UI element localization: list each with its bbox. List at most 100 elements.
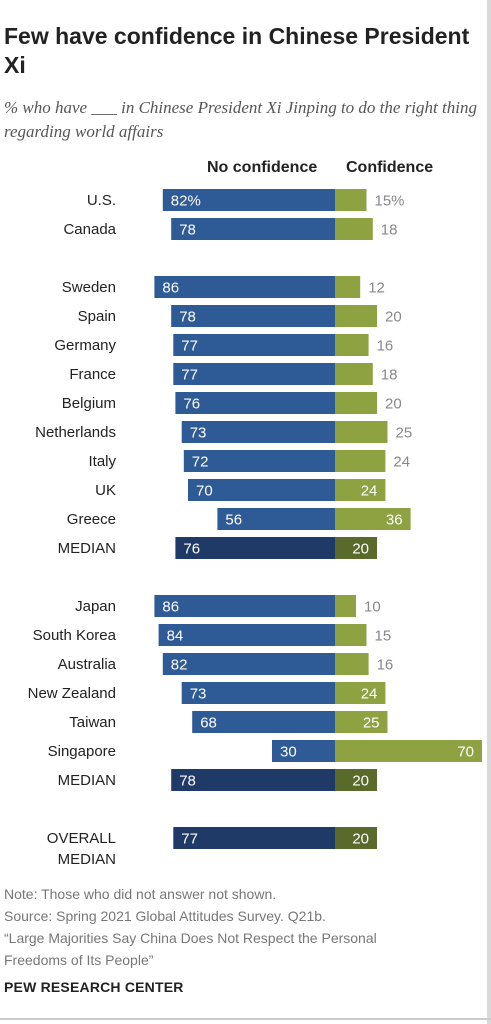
bar-no-confidence [171, 218, 335, 240]
value-label-no-confidence: 77 [181, 831, 198, 848]
row-label-line: MEDIAN [58, 851, 116, 868]
value-label-confidence: 10 [364, 599, 381, 616]
value-label-confidence: 18 [381, 367, 398, 384]
source-text: Source: Spring 2021 Global Attitudes Sur… [4, 908, 326, 924]
legend-confidence: Confidence [346, 159, 434, 176]
row-label: Taiwan [69, 714, 116, 731]
row-label: France [69, 366, 116, 383]
bar-no-confidence [175, 392, 335, 414]
value-label-no-confidence: 86 [162, 599, 179, 616]
bar-no-confidence [192, 711, 335, 733]
value-label-confidence: 24 [361, 686, 378, 703]
value-label-confidence: 25 [396, 425, 413, 442]
row-label: Canada [63, 221, 116, 238]
bar-confidence [335, 827, 377, 849]
bar-no-confidence [162, 653, 335, 675]
bar-no-confidence [171, 305, 335, 327]
bar-confidence [335, 740, 482, 762]
value-label-no-confidence: 56 [225, 512, 242, 529]
bar-confidence [335, 595, 356, 617]
value-label-no-confidence: 70 [196, 483, 213, 500]
chart-title: Few have confidence in Chinese President… [4, 23, 470, 78]
bar-confidence [335, 653, 369, 675]
chart-notes: Note: Those who did not answer not shown… [4, 883, 474, 971]
value-label-confidence: 24 [393, 454, 410, 471]
bar-no-confidence [171, 769, 335, 791]
row-label-line: OVERALL [47, 830, 116, 847]
bar-no-confidence [181, 682, 335, 704]
bar-no-confidence [272, 740, 335, 762]
value-label-no-confidence: 76 [183, 541, 200, 558]
row-label: Sweden [62, 279, 116, 296]
value-label-no-confidence: 73 [190, 425, 207, 442]
bar-confidence [335, 218, 373, 240]
row-label: Australia [58, 656, 117, 673]
value-label-no-confidence: 78 [179, 773, 196, 790]
bar-no-confidence [175, 537, 335, 559]
report-title-line-1: “Large Majorities Say China Does Not Res… [4, 930, 377, 946]
bar-confidence [335, 508, 411, 530]
row-label: OVERALL MEDIAN [47, 830, 116, 868]
bar-confidence [335, 682, 386, 704]
value-label-confidence: 20 [352, 831, 369, 848]
value-label-confidence: 18 [381, 222, 398, 239]
value-label-no-confidence: 68 [200, 715, 217, 732]
row-label: Germany [54, 337, 116, 354]
bar-confidence [335, 421, 388, 443]
chart-subtitle: % who have ___ in Chinese President Xi J… [4, 98, 477, 141]
value-label-confidence: 16 [377, 338, 394, 355]
bar-no-confidence [181, 421, 335, 443]
bar-confidence [335, 392, 377, 414]
bar-confidence [335, 450, 386, 472]
row-label: UK [95, 482, 116, 499]
diverging-bar-chart: U.S. 82% 15% Canada 78 18 Sweden 86 12 Spain 78 20 G… [28, 189, 482, 868]
value-label-no-confidence: 76 [183, 396, 200, 413]
bar-no-confidence [173, 334, 335, 356]
row-label: Italy [88, 453, 116, 470]
row-label: Belgium [62, 395, 116, 412]
bar-confidence [335, 624, 367, 646]
bar-confidence [335, 305, 377, 327]
bar-confidence [335, 363, 373, 385]
note-text: Note: Those who did not answer not shown… [4, 886, 277, 902]
value-label-no-confidence: 73 [190, 686, 207, 703]
value-label-no-confidence: 77 [181, 367, 198, 384]
bar-no-confidence [162, 189, 335, 211]
brand-label: PEW RESEARCH CENTER [4, 979, 184, 995]
value-label-no-confidence: 77 [181, 338, 198, 355]
value-label-no-confidence: 86 [162, 280, 179, 297]
value-label-confidence: 24 [361, 483, 378, 500]
value-label-no-confidence: 78 [179, 222, 196, 239]
value-label-confidence: 70 [457, 744, 474, 761]
right-edge-bar [487, 0, 491, 1024]
bar-no-confidence [158, 624, 335, 646]
bar-confidence [335, 276, 361, 298]
report-title-line-2: Freedoms of Its People” [4, 952, 154, 968]
value-label-confidence: 20 [352, 773, 369, 790]
value-label-no-confidence: 84 [167, 628, 184, 645]
value-label-no-confidence: 82% [171, 193, 201, 210]
bar-no-confidence [154, 276, 335, 298]
value-label-no-confidence: 78 [179, 309, 196, 326]
row-label: Singapore [48, 743, 116, 760]
bottom-divider [0, 1018, 491, 1020]
value-label-confidence: 20 [385, 396, 402, 413]
bar-no-confidence [173, 363, 335, 385]
value-label-confidence: 15 [375, 628, 392, 645]
value-label-confidence: 15% [375, 193, 405, 210]
value-label-confidence: 16 [377, 657, 394, 674]
bar-no-confidence [183, 450, 335, 472]
value-label-no-confidence: 72 [192, 454, 209, 471]
bar-confidence [335, 769, 377, 791]
value-label-confidence: 36 [386, 512, 403, 529]
value-label-confidence: 12 [368, 280, 385, 297]
bar-no-confidence [217, 508, 335, 530]
row-label: Spain [78, 308, 116, 325]
bar-confidence [335, 479, 386, 501]
value-label-no-confidence: 82 [171, 657, 188, 674]
row-label: U.S. [87, 192, 116, 209]
bar-no-confidence [188, 479, 335, 501]
row-label: MEDIAN [58, 540, 116, 557]
value-label-confidence: 20 [352, 541, 369, 558]
value-label-no-confidence: 30 [280, 744, 297, 761]
